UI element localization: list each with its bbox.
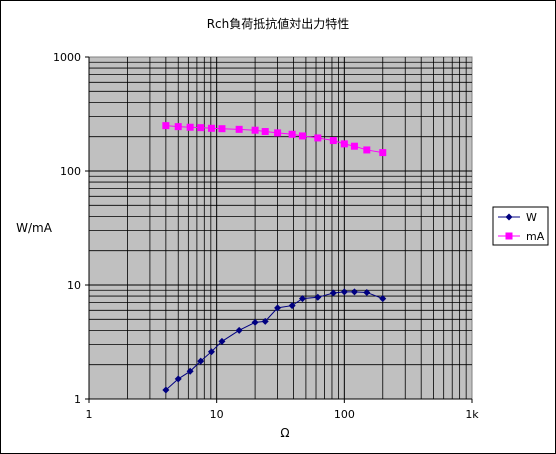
data-point-ma — [235, 125, 243, 133]
series-layer — [162, 122, 387, 394]
data-point-w — [261, 317, 269, 325]
legend-box — [492, 206, 549, 246]
axis-ticks: 1 10 100 1k 1 10 100 1000 — [53, 51, 479, 421]
data-point-w — [314, 293, 322, 301]
y-tick-label: 100 — [60, 165, 81, 178]
data-point-w — [251, 318, 259, 326]
data-point-ma — [298, 132, 306, 140]
legend-label: W — [526, 211, 537, 224]
y-tick-label: 1000 — [53, 51, 81, 64]
data-point-ma — [363, 146, 371, 154]
data-point-ma — [261, 128, 269, 136]
data-point-w — [197, 357, 205, 365]
series-w — [162, 288, 387, 394]
data-point-w — [218, 337, 226, 345]
y-axis-label: W/mA — [16, 221, 53, 235]
plot-area — [88, 56, 473, 400]
x-tick-label: 10 — [210, 408, 224, 421]
data-point-ma — [379, 149, 387, 157]
chart-title: Rch負荷抵抗値対出力特性 — [207, 16, 350, 31]
x-tick-label: 1k — [465, 408, 479, 421]
data-point-w — [329, 289, 337, 297]
data-point-ma — [197, 124, 205, 132]
legend-label: mA — [526, 230, 545, 243]
data-point-w — [162, 386, 170, 394]
data-point-ma — [218, 125, 226, 133]
y-tick-label: 1 — [74, 393, 81, 406]
series-ma — [162, 122, 387, 157]
data-point-ma — [274, 129, 282, 137]
data-point-w — [298, 295, 306, 303]
grid-lines — [88, 57, 472, 400]
data-point-w — [363, 288, 371, 296]
y-tick-label: 10 — [67, 279, 81, 292]
data-point-w — [274, 304, 282, 312]
legend-marker — [505, 213, 513, 221]
data-point-ma — [314, 134, 322, 142]
data-point-ma — [340, 140, 348, 148]
data-point-ma — [174, 123, 182, 131]
data-point-ma — [329, 137, 337, 145]
x-axis-label: Ω — [280, 426, 289, 440]
legend: WmA — [492, 206, 549, 246]
data-point-w — [186, 367, 194, 375]
data-point-w — [379, 295, 387, 303]
data-point-w — [174, 375, 182, 383]
data-point-w — [340, 288, 348, 296]
data-point-ma — [207, 124, 215, 132]
data-point-ma — [350, 142, 358, 150]
data-point-ma — [251, 126, 259, 134]
data-point-w — [207, 348, 215, 356]
data-point-ma — [162, 122, 170, 130]
data-point-ma — [186, 123, 194, 131]
data-point-ma — [288, 130, 296, 138]
x-tick-label: 1 — [86, 408, 93, 421]
x-tick-label: 100 — [334, 408, 355, 421]
data-point-w — [235, 326, 243, 334]
data-point-w — [350, 288, 358, 296]
legend-item-ma: mA — [498, 230, 545, 243]
legend-marker — [505, 232, 513, 240]
legend-item-w: W — [498, 211, 537, 224]
data-point-w — [288, 302, 296, 310]
